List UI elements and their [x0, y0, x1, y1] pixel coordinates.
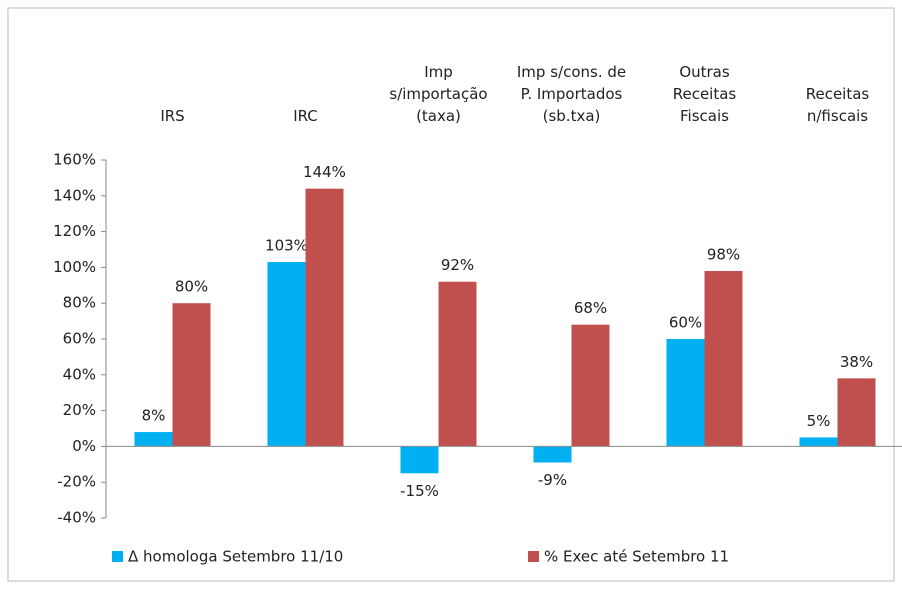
bar	[666, 339, 705, 447]
data-label: -9%	[538, 471, 567, 489]
bar	[267, 262, 306, 447]
legend-label: Δ homologa Setembro 11/10	[128, 548, 343, 566]
chart-border	[7, 7, 895, 582]
data-label: -15%	[400, 482, 439, 500]
bar	[571, 324, 610, 447]
legend-label: % Exec até Setembro 11	[544, 548, 729, 566]
y-tick-label: 40%	[63, 365, 96, 383]
data-label: 80%	[175, 278, 208, 296]
y-tick-label: 60%	[63, 330, 96, 348]
category-label: Receitas n/fiscais	[805, 85, 870, 125]
data-label: 144%	[303, 163, 346, 181]
category-label: IRS	[160, 107, 185, 125]
category-label: Outras Receitas Fiscais	[672, 63, 737, 125]
bar	[438, 281, 477, 447]
data-label: 98%	[707, 245, 740, 263]
bar	[799, 437, 838, 447]
y-tick-label: 0%	[72, 437, 96, 455]
bar	[400, 446, 439, 474]
y-tick-label: -20%	[57, 473, 96, 491]
y-tick-label: 80%	[63, 294, 96, 312]
bar	[533, 446, 572, 463]
category-label: Imp s/cons. de P. Importados (sb.txa)	[516, 63, 627, 125]
data-label: 8%	[142, 407, 166, 425]
legend-swatch	[528, 551, 539, 562]
y-tick-label: 140%	[53, 186, 96, 204]
y-tick-label: 100%	[53, 258, 96, 276]
data-label: 5%	[807, 412, 831, 430]
data-label: 103%	[265, 237, 308, 255]
y-tick-label: 120%	[53, 222, 96, 240]
data-label: 60%	[669, 314, 702, 332]
y-tick-label: 160%	[53, 151, 96, 169]
y-tick-label: 20%	[63, 401, 96, 419]
bar	[837, 378, 876, 447]
legend-swatch	[112, 551, 123, 562]
data-label: 68%	[574, 299, 607, 317]
data-label: 92%	[441, 256, 474, 274]
data-label: 38%	[840, 353, 873, 371]
bar	[704, 270, 743, 447]
bar	[305, 188, 344, 447]
bar	[134, 432, 173, 447]
bar	[172, 303, 211, 447]
category-label: IRC	[293, 107, 318, 125]
category-label: Imp s/importação (taxa)	[389, 63, 488, 125]
y-tick-label: -40%	[57, 509, 96, 527]
